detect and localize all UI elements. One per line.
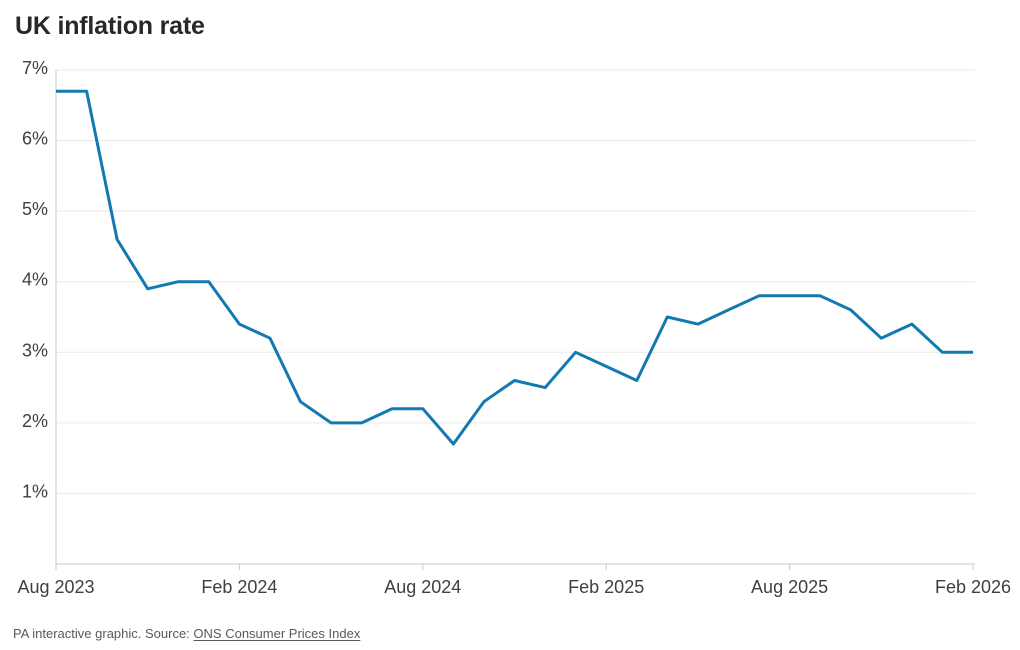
- y-axis-label: 2%: [22, 411, 48, 431]
- x-axis-label: Aug 2023: [17, 577, 94, 597]
- y-axis-label: 1%: [22, 481, 48, 501]
- chart-title: UK inflation rate: [15, 12, 205, 40]
- x-axis-label: Feb 2025: [568, 577, 644, 597]
- x-axis-label: Feb 2026: [935, 577, 1011, 597]
- chart-footer: PA interactive graphic. Source: ONS Cons…: [13, 626, 360, 641]
- y-axis-label: 3%: [22, 340, 48, 360]
- x-axis-label: Aug 2025: [751, 577, 828, 597]
- inflation-rate-line[interactable]: [56, 89, 973, 446]
- y-axis-label: 5%: [22, 199, 48, 219]
- x-axis-label: Feb 2024: [201, 577, 277, 597]
- x-axis-label: Aug 2024: [384, 577, 461, 597]
- footer-source-text: PA interactive graphic. Source:: [13, 626, 194, 641]
- source-link[interactable]: ONS Consumer Prices Index: [193, 626, 361, 641]
- y-axis-label: 6%: [22, 129, 48, 149]
- y-axis-label: 4%: [22, 270, 48, 290]
- y-axis-label: 7%: [22, 58, 48, 78]
